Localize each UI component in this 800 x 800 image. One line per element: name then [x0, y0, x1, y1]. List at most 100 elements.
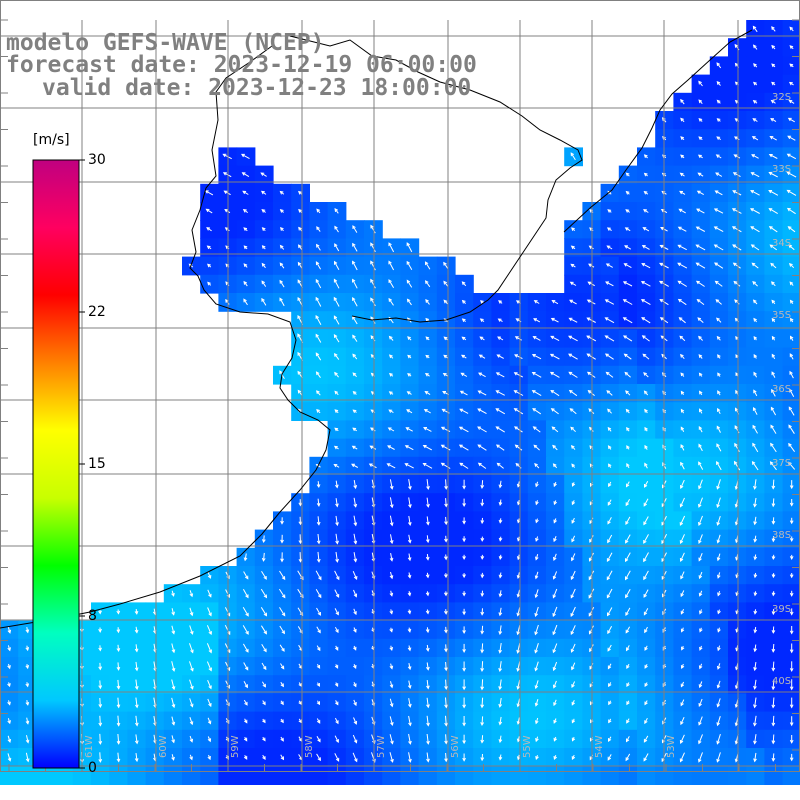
wind-arrow	[496, 354, 504, 359]
wind-arrow	[680, 390, 685, 395]
wind-cell	[382, 766, 401, 785]
wind-arrow	[426, 715, 430, 727]
wind-arrow	[261, 297, 267, 306]
wind-arrow	[335, 480, 339, 489]
wind-arrow	[315, 296, 322, 307]
wind-cell	[509, 766, 529, 785]
wind-arrow	[789, 335, 794, 341]
wind-arrow	[753, 371, 758, 378]
wind-arrow	[717, 372, 721, 377]
wind-arrow	[733, 280, 741, 287]
wind-arrow	[531, 354, 542, 360]
wind-arrow	[753, 644, 757, 653]
wind-arrow	[423, 427, 432, 432]
wind-arrow	[516, 572, 521, 580]
wind-arrow	[498, 300, 503, 304]
wind-arrow	[425, 609, 430, 615]
wind-arrow	[389, 515, 394, 527]
wind-arrow	[171, 643, 176, 654]
wind-arrow	[607, 517, 612, 525]
wind-arrow	[477, 408, 487, 415]
wind-arrow	[408, 752, 412, 763]
wind-arrow	[134, 715, 139, 727]
wind-cell	[455, 766, 474, 785]
wind-arrow	[206, 245, 212, 250]
wind-arrow	[242, 190, 249, 195]
wind-arrow	[643, 516, 649, 526]
wind-arrow	[768, 226, 778, 233]
wind-arrow	[698, 479, 703, 490]
latitude-label: 39S	[772, 604, 791, 615]
wind-arrow	[171, 716, 176, 726]
wind-arrow	[605, 281, 614, 287]
wind-cell	[618, 766, 638, 785]
wind-arrow	[444, 752, 448, 763]
wind-arrow	[279, 607, 286, 617]
wind-arrow	[771, 643, 776, 653]
wind-cell	[436, 766, 456, 785]
wind-arrow	[643, 154, 648, 159]
wind-cell	[600, 766, 620, 785]
wind-arrow	[516, 717, 521, 725]
wind-arrow	[242, 588, 249, 599]
wind-arrow	[407, 645, 412, 652]
wind-arrow	[408, 497, 412, 509]
wind-arrow	[444, 535, 448, 543]
wind-arrow	[278, 588, 286, 599]
wind-arrow	[496, 462, 504, 469]
wind-arrow	[134, 644, 139, 653]
wind-arrow	[407, 572, 412, 579]
wind-arrow	[498, 554, 503, 561]
wind-arrow	[752, 442, 759, 453]
wind-arrow	[459, 390, 468, 396]
wind-arrow	[625, 753, 631, 762]
wind-arrow	[642, 353, 650, 360]
longitude-label: 53W	[666, 735, 677, 758]
wind-arrow	[388, 260, 395, 271]
wind-cell	[527, 766, 547, 785]
wind-arrow	[677, 280, 687, 287]
wind-arrow	[569, 408, 577, 415]
wind-arrow	[461, 318, 466, 322]
wind-arrow	[406, 279, 413, 288]
wind-arrow	[407, 663, 412, 671]
wind-arrow	[679, 335, 686, 342]
wind-arrow	[315, 261, 322, 270]
wind-arrow	[316, 663, 321, 669]
latitude-label: 33S	[772, 164, 791, 175]
wind-cell	[309, 766, 329, 785]
wind-arrow	[695, 280, 705, 287]
wind-arrow	[623, 353, 632, 360]
wind-arrow	[260, 588, 268, 599]
wind-arrow	[550, 335, 560, 342]
wind-arrow	[98, 697, 103, 709]
wind-arrow	[571, 718, 576, 724]
wind-arrow	[677, 244, 687, 251]
wind-arrow	[604, 317, 615, 324]
wind-arrow	[622, 317, 633, 324]
wind-arrow	[389, 497, 394, 509]
wind-arrow	[698, 354, 703, 359]
wind-arrow	[607, 209, 612, 213]
wind-arrow	[98, 662, 103, 671]
wind-arrow	[680, 590, 685, 598]
wind-arrow	[625, 516, 631, 526]
wind-arrow	[480, 590, 485, 597]
wind-arrow	[353, 682, 357, 688]
wind-arrow	[389, 553, 394, 562]
wind-arrow	[716, 136, 721, 141]
wind-arrow	[498, 698, 503, 708]
wind-cell	[764, 766, 784, 785]
wind-arrow	[732, 172, 741, 178]
wind-cell	[746, 766, 765, 785]
wind-arrow	[644, 462, 648, 469]
wind-arrow	[789, 608, 794, 616]
wind-arrow	[786, 171, 797, 178]
wind-arrow	[713, 226, 724, 233]
wind-arrow	[640, 299, 651, 306]
wind-arrow	[280, 736, 284, 742]
wind-arrow	[495, 390, 505, 396]
wind-arrow	[788, 81, 794, 86]
wind-arrow	[279, 208, 284, 213]
wind-arrow	[368, 463, 377, 469]
